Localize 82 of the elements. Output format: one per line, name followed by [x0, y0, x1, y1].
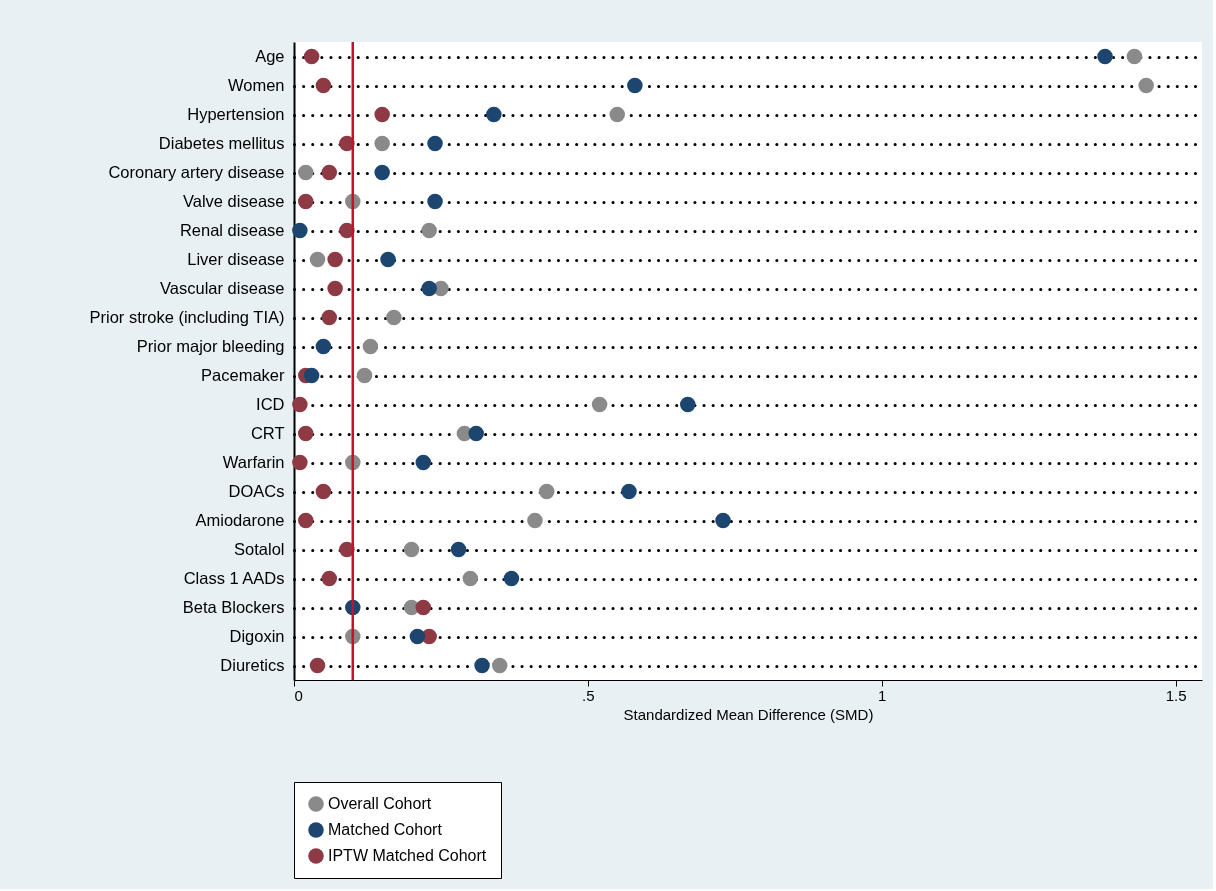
x-tick-label: 1 [878, 686, 887, 704]
point [298, 425, 314, 442]
point [309, 657, 326, 674]
point [1138, 77, 1154, 94]
point [380, 251, 396, 268]
y-tick-label: Renal disease [179, 221, 285, 239]
point [415, 599, 432, 616]
point [321, 570, 338, 587]
y-tick-label: Coronary artery disease [108, 163, 285, 181]
y-tick-label: ICD [256, 395, 285, 413]
y-tick-label: DOACs [228, 482, 285, 500]
point [292, 396, 308, 413]
point [409, 628, 426, 645]
legend-label: Matched Cohort [328, 821, 443, 838]
point [356, 367, 373, 384]
y-tick-label: Women [227, 76, 285, 94]
point [374, 164, 390, 181]
point [421, 222, 437, 239]
y-tick-label: Pacemaker [201, 366, 285, 384]
point [1097, 48, 1113, 65]
point [450, 541, 467, 558]
y-tick-label: Prior major bleeding [136, 337, 285, 355]
point [427, 193, 443, 210]
y-tick-label: Amiodarone [195, 511, 285, 529]
y-tick-label: Sotalol [234, 540, 285, 558]
point [321, 309, 338, 326]
point [680, 396, 696, 413]
point [327, 280, 343, 297]
legend-label: IPTW Matched Cohort [328, 847, 487, 864]
point [621, 483, 637, 500]
y-tick-label: Vascular disease [160, 279, 285, 297]
point [715, 512, 731, 529]
point [303, 48, 320, 65]
y-tick-label: Diabetes mellitus [158, 134, 285, 152]
point [374, 135, 390, 152]
point [486, 106, 502, 123]
point [403, 541, 420, 558]
point [491, 657, 508, 674]
point [298, 512, 314, 529]
x-tick-label: .5 [582, 686, 595, 704]
point [527, 512, 543, 529]
point [298, 164, 314, 181]
y-tick-label: Valve disease [182, 192, 285, 210]
y-tick-label: Hypertension [187, 105, 285, 123]
point [303, 367, 320, 384]
y-tick-label: Beta Blockers [182, 598, 285, 616]
y-tick-label: Diuretics [220, 656, 285, 674]
y-tick-label: Liver disease [187, 250, 285, 268]
point [315, 77, 332, 94]
x-axis-title: Standardized Mean Difference (SMD) [623, 705, 874, 723]
y-tick-label: Class 1 AADs [183, 569, 285, 587]
point [462, 570, 479, 587]
point [591, 396, 608, 413]
y-tick-label: CRT [250, 424, 285, 442]
point [538, 483, 555, 500]
point [298, 193, 314, 210]
point [1126, 48, 1143, 65]
y-tick-label: Digoxin [229, 627, 285, 645]
point [427, 135, 443, 152]
point [292, 454, 308, 471]
point [292, 222, 308, 239]
point [327, 251, 343, 268]
x-tick-label: 1.5 [1165, 686, 1187, 704]
point [415, 454, 432, 471]
point [362, 338, 379, 355]
point [374, 106, 390, 123]
point [421, 280, 437, 297]
y-tick-label: Warfarin [222, 453, 285, 471]
point [315, 483, 332, 500]
point [315, 338, 332, 355]
point [321, 164, 338, 181]
y-tick-label: Prior stroke (including TIA) [89, 308, 285, 326]
point [503, 570, 520, 587]
point [609, 106, 625, 123]
point [468, 425, 484, 442]
point [474, 657, 490, 674]
point [627, 77, 643, 94]
y-tick-label: Age [255, 47, 285, 65]
x-tick-label: 0 [294, 686, 303, 704]
point [309, 251, 326, 268]
point [386, 309, 402, 326]
legend-label: Overall Cohort [328, 795, 432, 812]
